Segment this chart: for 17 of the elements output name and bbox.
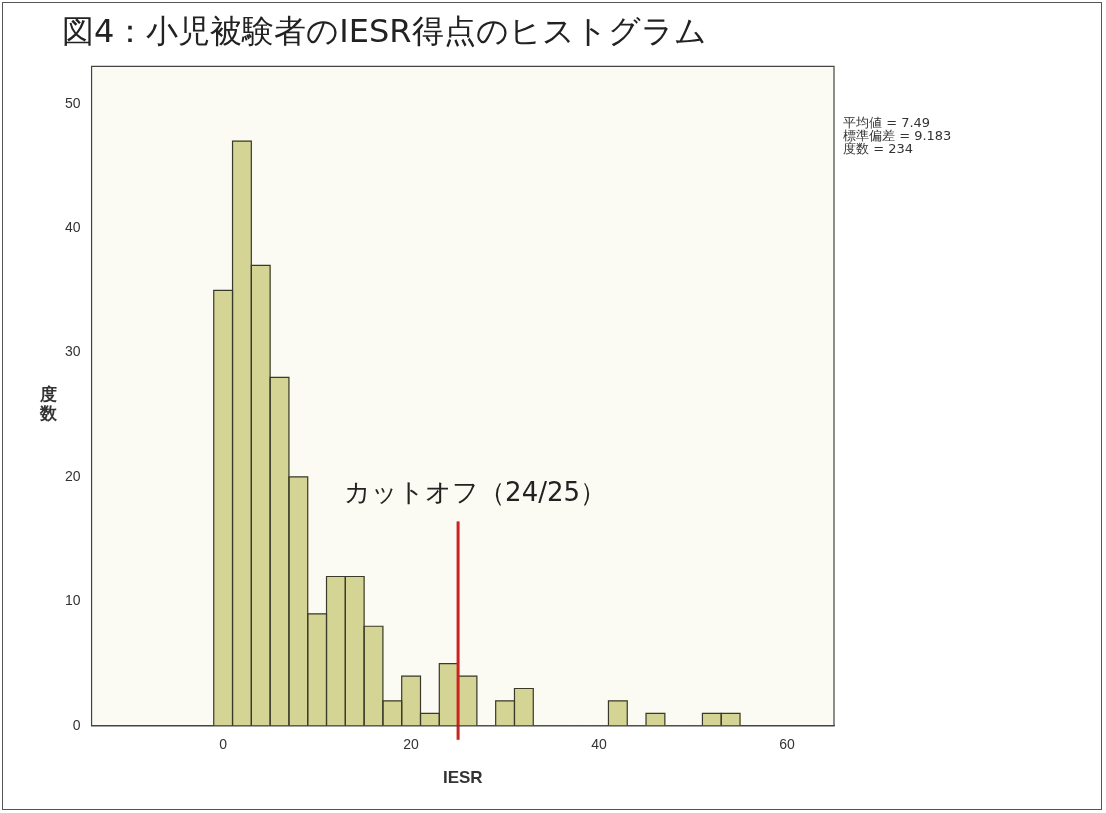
y-tick-label: 0 — [72, 716, 81, 733]
y-axis-title: 度数 — [40, 384, 58, 423]
text: 平均値 = 7.49 — [843, 115, 932, 130]
x-tick-label: 0 — [219, 736, 228, 753]
text: 度数 = 234 — [843, 141, 914, 156]
y-tick-label: 10 — [64, 592, 81, 609]
y-tick-label: 20 — [64, 467, 81, 484]
ref-line-label: カットオフ（24/25） — [344, 477, 607, 508]
x-tick-label: 60 — [779, 736, 796, 753]
y-tick-label: 30 — [64, 343, 81, 360]
chart-title: 図4：小児被験者のIESR得点のヒストグラム — [62, 11, 707, 50]
text: 標準偏差 = 9.183 — [843, 128, 952, 143]
x-tick-label: 40 — [591, 736, 608, 753]
y-tick-label: 40 — [64, 219, 81, 235]
x-axis-title: IESR — [442, 768, 483, 788]
y-tick-label: 50 — [64, 94, 81, 111]
x-tick-label: 20 — [403, 736, 420, 753]
